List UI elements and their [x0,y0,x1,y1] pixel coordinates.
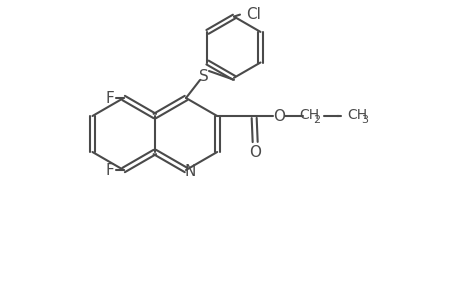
Text: N: N [184,164,195,179]
Text: F: F [105,91,114,106]
Text: S: S [199,68,208,83]
Text: CH: CH [347,108,366,122]
Text: 2: 2 [313,115,320,125]
Text: CH: CH [298,108,319,122]
Text: Cl: Cl [246,7,261,22]
Text: 3: 3 [361,115,368,125]
Text: O: O [273,109,285,124]
Text: O: O [249,145,261,160]
Text: F: F [105,163,114,178]
